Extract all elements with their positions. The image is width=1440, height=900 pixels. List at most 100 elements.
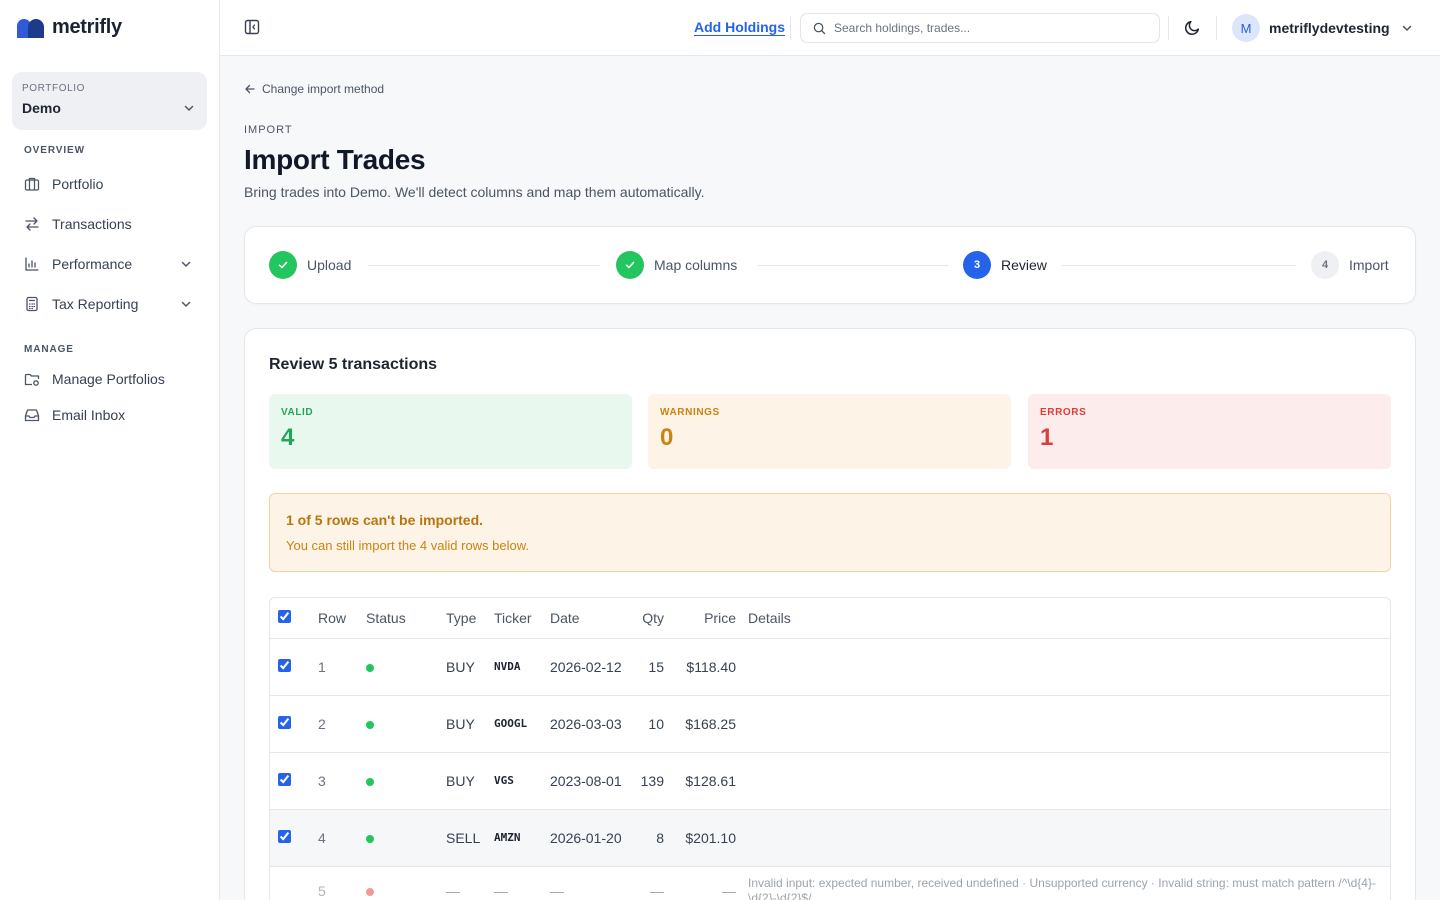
bar-chart-icon [25, 257, 39, 271]
cell-details [742, 809, 1390, 867]
stat-label: VALID [281, 407, 314, 418]
review-title: Review 5 transactions [269, 356, 438, 373]
cell-qty: — [632, 866, 670, 900]
back-link[interactable]: Change import method [244, 82, 384, 96]
import-warning-alert: 1 of 5 rows can't be imported. You can s… [269, 493, 1391, 572]
cell-ticker: NVDA [488, 638, 544, 696]
sidebar-item-email-inbox[interactable]: Email Inbox [24, 401, 196, 429]
step-map-columns: Map columns [616, 251, 737, 279]
page-subtitle: Bring trades into Demo. We'll detect col… [244, 184, 705, 200]
column-header-qty: Qty [632, 598, 670, 639]
step-connector [758, 265, 948, 266]
cell-row: 1 [312, 638, 360, 696]
sidebar-item-performance[interactable]: Performance [24, 250, 196, 278]
cell-date: 2026-01-20 [544, 809, 632, 867]
alert-text: You can still import the 4 valid rows be… [286, 538, 530, 553]
stat-value: 0 [660, 424, 674, 451]
cell-type: BUY [440, 752, 488, 810]
step-import: 4 Import [1311, 251, 1389, 279]
cell-qty: 139 [632, 752, 670, 810]
alert-title: 1 of 5 rows can't be imported. [286, 512, 484, 528]
cell-details [742, 638, 1390, 696]
status-error-dot-icon [366, 888, 374, 896]
cell-qty: 10 [632, 695, 670, 753]
cell-details [742, 695, 1390, 753]
row-checkbox[interactable] [278, 829, 291, 843]
cell-type: SELL [440, 809, 488, 867]
search-icon [813, 22, 826, 34]
step-label: Review [1001, 257, 1047, 273]
sidebar-item-label: Transactions [52, 216, 132, 232]
step-label: Import [1349, 257, 1389, 273]
step-upload: Upload [269, 251, 351, 279]
step-label: Upload [307, 257, 352, 273]
cell-date-text: 2026-03-03 [550, 715, 622, 732]
arrow-left-icon [245, 84, 255, 94]
search-box[interactable] [800, 13, 1160, 43]
app-name: metrifly [52, 16, 122, 38]
table-row[interactable]: 2 BUY GOOGL 2026-03-03 10 $168.25 [270, 695, 1390, 753]
cell-type: BUY [440, 695, 488, 753]
cell-status [360, 866, 440, 900]
column-header-date: Date [544, 598, 632, 639]
status-valid-dot-icon [366, 777, 374, 786]
cell-checkbox-empty [270, 866, 312, 900]
nav-section-overview: OVERVIEW [24, 145, 85, 156]
topbar: Add Holdings M metriflydevtesting [220, 0, 1440, 56]
cell-price: — [670, 866, 742, 900]
status-valid-dot-icon [366, 720, 374, 729]
cell-price: $128.61 [670, 752, 742, 810]
sidebar-item-portfolio[interactable]: Portfolio [24, 170, 196, 198]
divider [1216, 16, 1217, 40]
add-holdings-link[interactable]: Add Holdings [694, 19, 785, 35]
select-all-checkbox[interactable] [278, 609, 291, 623]
table-row[interactable]: 1 BUY NVDA 2026-02-12 15 $118.40 [270, 638, 1390, 696]
stat-label: ERRORS [1040, 407, 1087, 418]
step-number: 3 [963, 251, 991, 279]
user-menu[interactable]: M metriflydevtesting [1232, 14, 1413, 42]
row-checkbox[interactable] [278, 772, 291, 786]
moon-icon[interactable] [1184, 19, 1201, 36]
page-title: Import Trades [244, 144, 426, 175]
sidebar-item-transactions[interactable]: Transactions [24, 210, 196, 238]
stat-label: WARNINGS [660, 407, 720, 418]
row-checkbox[interactable] [278, 715, 291, 729]
table-row[interactable]: 3 BUY VGS 2023-08-01 139 $128.61 [270, 752, 1390, 810]
chevron-down-icon [1402, 25, 1411, 32]
portfolio-selector[interactable]: PORTFOLIO Demo [12, 72, 207, 130]
search-input[interactable] [834, 21, 1134, 35]
cell-date-text: 2026-02-12 [550, 658, 622, 675]
cell-status [360, 695, 440, 753]
cell-ticker: AMZN [488, 809, 544, 867]
logo[interactable]: metrifly [16, 16, 122, 39]
row-checkbox[interactable] [278, 658, 291, 672]
cell-details: Invalid input: expected number, received… [742, 866, 1390, 900]
cell-status [360, 809, 440, 867]
cell-row: 3 [312, 752, 360, 810]
back-link-label: Change import method [262, 82, 385, 96]
table-row[interactable]: 4 SELL AMZN 2026-01-20 8 $201.10 [270, 809, 1390, 867]
cell-ticker: GOOGL [488, 695, 544, 753]
step-review: 3 Review [963, 251, 1047, 279]
cell-row: 5 [312, 866, 360, 900]
portfolio-name: Demo [22, 100, 61, 116]
stat-value: 1 [1040, 424, 1054, 451]
eyebrow: IMPORT [244, 124, 293, 136]
cell-ticker: VGS [488, 752, 544, 810]
cell-status [360, 752, 440, 810]
divider [790, 16, 791, 40]
chevron-down-icon[interactable] [180, 298, 192, 310]
sidebar-item-label: Portfolio [52, 176, 104, 192]
cell-price: $168.25 [670, 695, 742, 753]
sidebar-toggle-icon[interactable] [244, 19, 260, 35]
chevron-down-icon[interactable] [180, 258, 192, 270]
calculator-icon [26, 296, 38, 312]
sidebar-item-manage-portfolios[interactable]: Manage Portfolios [24, 365, 196, 393]
cell-date: 2026-02-12 [544, 638, 632, 696]
arrows-left-right-icon [25, 217, 39, 231]
step-number: 4 [1311, 251, 1339, 279]
check-icon [616, 251, 644, 279]
column-header-type: Type [440, 598, 488, 639]
step-connector [368, 265, 600, 266]
sidebar-item-tax-reporting[interactable]: Tax Reporting [24, 290, 196, 318]
